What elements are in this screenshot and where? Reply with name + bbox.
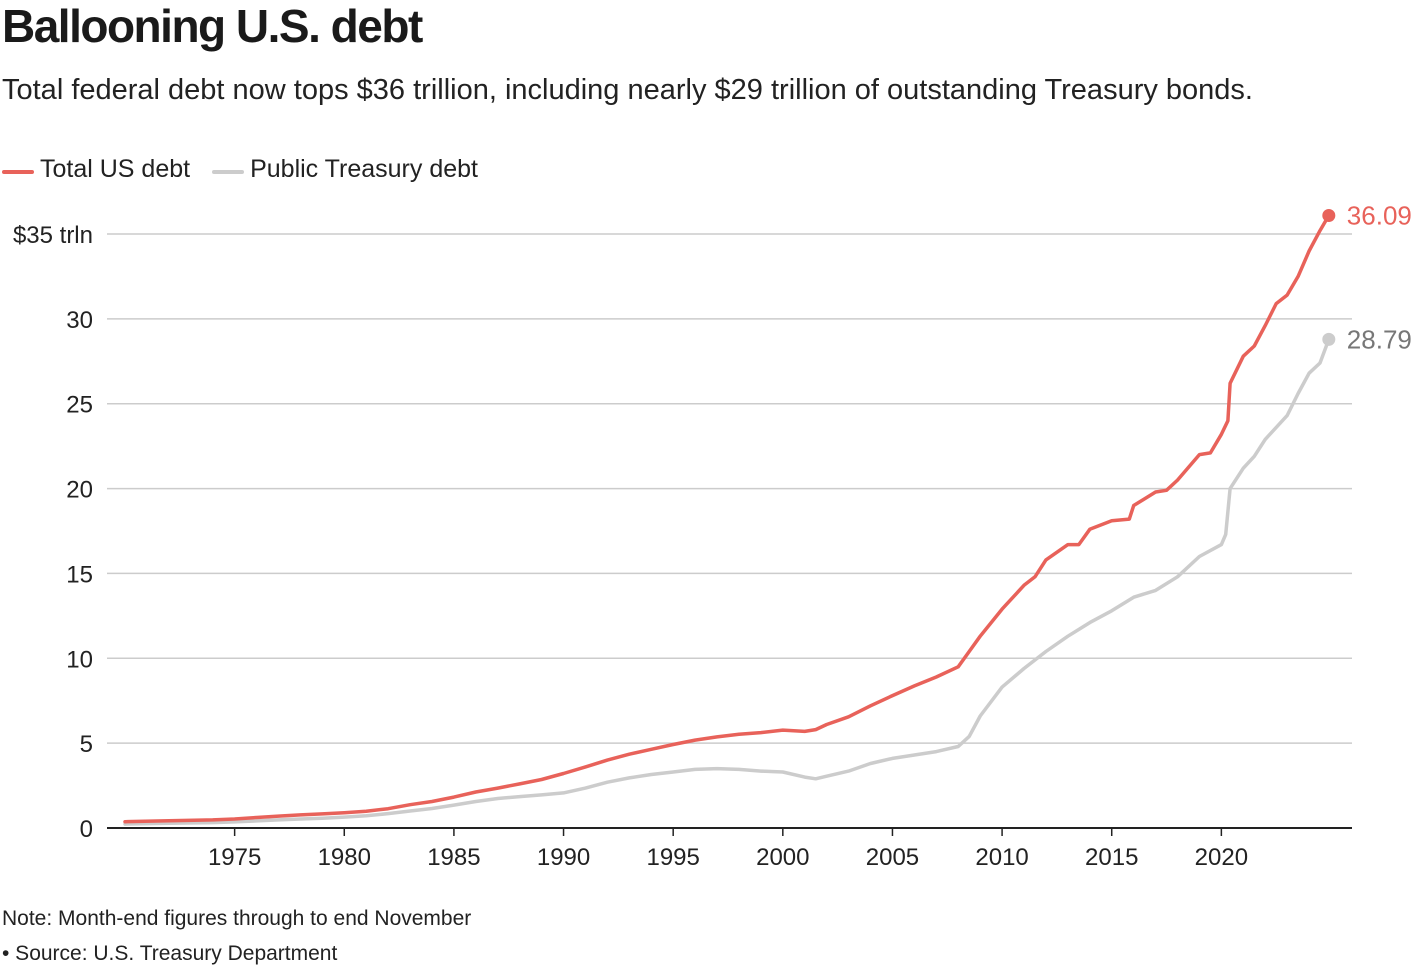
x-tick-label: 2000 bbox=[756, 844, 809, 871]
x-tick-label: 2020 bbox=[1195, 844, 1248, 871]
y-tick-label: 15 bbox=[66, 561, 93, 588]
legend-label-public: Public Treasury debt bbox=[250, 154, 478, 183]
legend: Total US debt Public Treasury debt bbox=[2, 152, 500, 186]
series-line-total-debt bbox=[123, 213, 1331, 824]
chart-source: • Source: U.S. Treasury Department bbox=[2, 942, 338, 965]
x-tick-label: 2010 bbox=[975, 844, 1028, 871]
x-tick-label: 1995 bbox=[646, 844, 699, 871]
end-value-label-public-treasury-debt: 28.79 bbox=[1347, 324, 1412, 354]
x-tick-label: 1990 bbox=[537, 844, 590, 871]
x-tick-label: 1985 bbox=[427, 844, 480, 871]
x-tick-label: 1980 bbox=[318, 844, 371, 871]
chart-title: Ballooning U.S. debt bbox=[2, 0, 423, 52]
y-axis-tick-labels: 0 5 10 15 20 25 30 $35 trln bbox=[13, 222, 93, 843]
end-value-label-total-debt: 36.09 bbox=[1347, 201, 1412, 231]
legend-label-total: Total US debt bbox=[40, 154, 191, 183]
legend-item-total: Total US debt bbox=[2, 155, 190, 184]
series-line-public-treasury-debt bbox=[123, 337, 1331, 826]
y-tick-label: 30 bbox=[66, 307, 93, 334]
legend-swatch-total bbox=[2, 170, 34, 174]
chart-note: Note: Month-end figures through to end N… bbox=[2, 907, 472, 930]
x-tick-label: 1975 bbox=[208, 844, 261, 871]
line-chart: 0 5 10 15 20 25 30 $35 trln 1975 1980 1985 1990 199… bbox=[13, 201, 1412, 871]
end-point-public-treasury-debt bbox=[1322, 332, 1336, 346]
chart-subtitle: Total federal debt now tops $36 trillion… bbox=[2, 74, 1253, 106]
x-tick-label: 2005 bbox=[866, 844, 919, 871]
grid-lines bbox=[107, 233, 1352, 744]
end-markers: 28.79 36.09 bbox=[1322, 201, 1412, 354]
x-tick-label: 2015 bbox=[1085, 844, 1138, 871]
y-tick-label: 10 bbox=[66, 646, 93, 673]
series-lines bbox=[123, 213, 1331, 826]
end-point-total-debt bbox=[1322, 209, 1336, 223]
y-tick-label: 5 bbox=[80, 731, 93, 758]
y-tick-label: $35 trln bbox=[13, 222, 93, 249]
x-axis: 1975 1980 1985 1990 1995 2000 2005 2010 2015 2020 bbox=[107, 827, 1352, 871]
y-tick-label: 0 bbox=[80, 816, 93, 843]
legend-swatch-public bbox=[212, 170, 245, 174]
y-tick-label: 25 bbox=[66, 392, 93, 419]
legend-item-public: Public Treasury debt bbox=[212, 155, 478, 184]
y-tick-label: 20 bbox=[66, 477, 93, 504]
